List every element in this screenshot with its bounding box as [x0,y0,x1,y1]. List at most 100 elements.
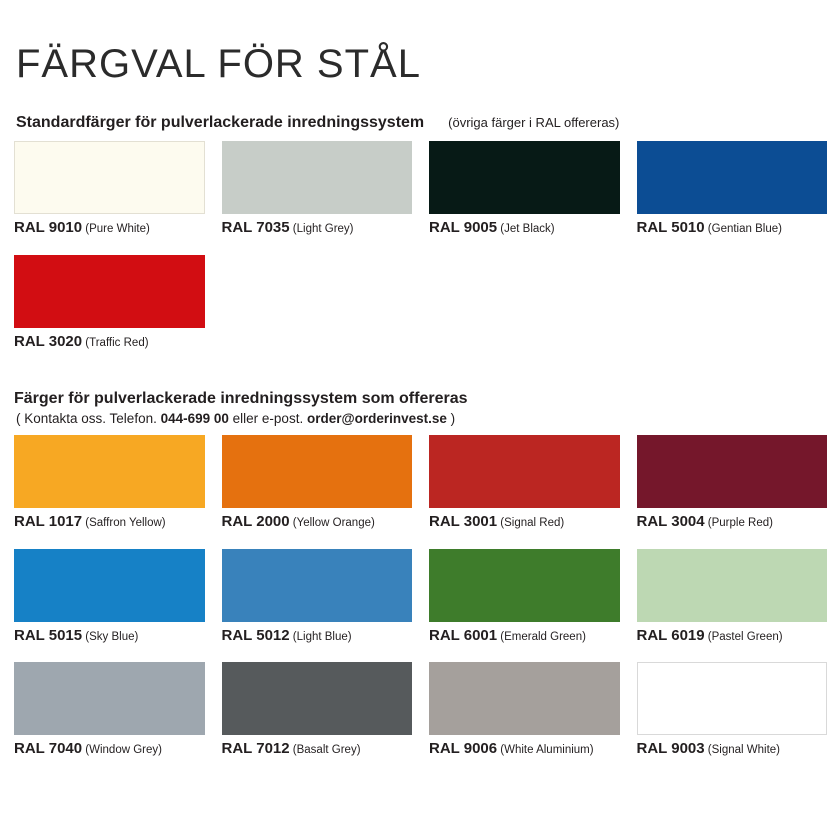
swatch-item: RAL 7035 (Light Grey) [221,141,413,237]
swatch-code: RAL 1017 [14,513,83,531]
swatch-code: RAL 6001 [429,626,498,644]
swatch-name: (Sky Blue) [82,630,139,643]
section-standard-note: (övriga färger i RAL offereras) [448,115,620,130]
swatch-item: RAL 3004 (Purple Red) [636,435,828,531]
color-chip [429,141,620,214]
swatch-item: RAL 3020 (Traffic Red) [14,254,205,351]
swatch-label: RAL 7035 (Light Grey) [222,219,413,237]
swatch-name: (Pure White) [82,223,150,235]
swatch-item: RAL 9010 (Pure White) [14,141,205,237]
swatch-label: RAL 2000 (Yellow Orange) [222,513,413,531]
section-offered-heading: Färger för pulverlackerade inredningssys… [14,390,468,408]
swatch-name: (Signal Red) [497,517,565,530]
swatch-code: RAL 5015 [14,626,83,644]
swatch-label: RAL 9010 (Pure White) [14,219,205,237]
swatch-name: (Pastel Green) [704,630,783,643]
swatch-label: RAL 6001 (Emerald Green) [429,627,620,645]
swatch-label: RAL 6019 (Pastel Green) [637,627,828,645]
swatch-code: RAL 3001 [429,513,498,531]
swatch-label: RAL 1017 (Saffron Yellow) [14,513,205,531]
swatch-code: RAL 2000 [221,513,290,531]
swatch-item: RAL 6019 (Pastel Green) [636,548,828,645]
color-chip [14,548,205,622]
contact-phone: 044-699 00 [160,411,229,427]
color-chip [221,548,412,622]
color-chip [14,254,205,328]
color-chip [429,548,620,622]
swatch-name: (Yellow Orange) [289,517,375,530]
swatch-code: RAL 7035 [221,219,290,236]
swatch-item: RAL 9006 (White Aluminium) [429,662,620,758]
swatch-item: RAL 5010 (Gentian Blue) [636,141,828,237]
page-title: FÄRGVAL FÖR STÅL [16,42,421,86]
swatch-label: RAL 3001 (Signal Red) [429,513,620,531]
swatch-label: RAL 5015 (Sky Blue) [14,627,205,645]
contact-email: order@orderinvest.se [306,411,447,427]
color-chip [221,435,412,509]
offered-swatch-grid: RAL 1017 (Saffron Yellow) RAL 2000 (Yello… [14,435,827,758]
swatch-code: RAL 9005 [429,219,498,236]
swatch-name: (Purple Red) [704,517,773,530]
standard-swatch-grid: RAL 9010 (Pure White) RAL 7035 (Light Gre… [14,141,827,350]
color-chip [429,435,620,509]
swatch-label: RAL 9006 (White Aluminium) [429,740,620,758]
color-chip [429,662,620,736]
swatch-item: RAL 6001 (Emerald Green) [429,548,620,645]
color-chip [636,662,827,736]
color-chip [14,141,205,214]
color-chip [221,662,412,736]
swatch-item: RAL 9005 (Jet Black) [429,141,620,237]
swatch-code: RAL 7040 [14,740,83,758]
section-standard-header: Standardfärger för pulverlackerade inred… [14,114,827,132]
color-chip [14,435,205,509]
swatch-code: RAL 5012 [221,626,290,644]
swatch-label: RAL 7012 (Basalt Grey) [222,740,413,758]
swatch-item: RAL 9003 (Signal White) [636,662,828,758]
swatch-name: (Gentian Blue) [704,223,782,235]
swatch-code: RAL 5010 [636,219,705,236]
swatch-code: RAL 3004 [636,513,705,531]
swatch-item: RAL 5015 (Sky Blue) [14,548,205,645]
swatch-item: RAL 1017 (Saffron Yellow) [14,435,205,531]
swatch-name: (Basalt Grey) [289,744,361,757]
swatch-label: RAL 9005 (Jet Black) [429,219,620,237]
swatch-item: RAL 5012 (Light Blue) [221,548,413,645]
contact-middle: eller e-post. [228,411,307,427]
color-chip [636,548,827,622]
color-chip [636,141,827,214]
swatch-label: RAL 7040 (Window Grey) [14,740,205,758]
color-chip [14,662,205,736]
color-chip [221,141,412,214]
swatch-code: RAL 9010 [14,219,83,236]
contact-line: ( Kontakta oss. Telefon. 044-699 00 elle… [16,411,827,426]
swatch-name: (Light Grey) [289,223,354,235]
swatch-label: RAL 3004 (Purple Red) [637,513,828,531]
swatch-code: RAL 9003 [636,740,705,758]
swatch-item: RAL 7040 (Window Grey) [14,662,205,758]
contact-suffix: ) [446,411,456,427]
swatch-item: RAL 3001 (Signal Red) [429,435,620,531]
swatch-name: (Emerald Green) [497,630,586,643]
swatch-name: (Window Grey) [82,744,162,757]
swatch-item: RAL 7012 (Basalt Grey) [221,662,413,758]
section-offered-colors: Färger för pulverlackerade inredningssys… [14,390,827,758]
contact-prefix: ( Kontakta oss. Telefon. [16,411,161,427]
swatch-label: RAL 5012 (Light Blue) [222,627,413,645]
swatch-label: RAL 5010 (Gentian Blue) [637,219,828,237]
swatch-name: (Saffron Yellow) [82,517,166,530]
swatch-name: (Traffic Red) [82,336,149,349]
swatch-item: RAL 2000 (Yellow Orange) [221,435,413,531]
swatch-name: (Jet Black) [497,223,555,235]
swatch-code: RAL 7012 [221,740,290,758]
swatch-label: RAL 3020 (Traffic Red) [14,333,205,351]
section-standard-heading: Standardfärger för pulverlackerade inred… [16,114,425,131]
color-chip [636,435,827,509]
swatch-name: (White Aluminium) [497,744,594,757]
swatch-code: RAL 3020 [14,332,83,350]
swatch-label: RAL 9003 (Signal White) [637,740,828,758]
swatch-name: (Light Blue) [289,630,352,643]
swatch-name: (Signal White) [704,744,781,757]
section-standard-colors: Standardfärger för pulverlackerade inred… [14,114,827,350]
swatch-code: RAL 9006 [429,740,498,758]
